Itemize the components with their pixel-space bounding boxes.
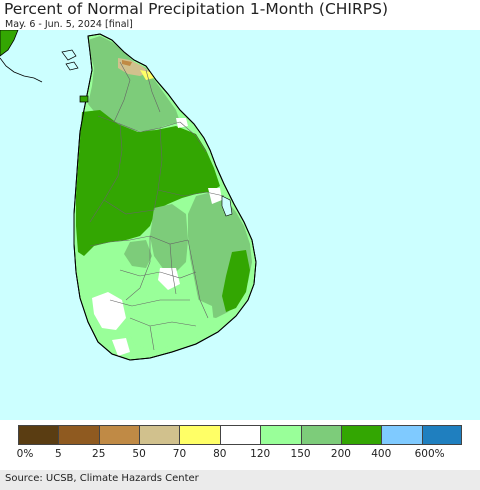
region-north <box>88 36 180 132</box>
legend-tick-label: 0% <box>16 448 34 460</box>
legend-tick-label: 25 <box>92 448 106 460</box>
legend-tick-label: 120 <box>250 448 271 460</box>
legend-swatch <box>219 425 262 445</box>
legend-swatch <box>179 425 221 445</box>
precipitation-map <box>0 30 480 420</box>
region-central-2 <box>124 240 152 268</box>
lagoon-east <box>221 195 233 217</box>
legend-swatch <box>381 425 423 445</box>
legend-tick-label: 80 <box>213 448 227 460</box>
region-south <box>126 292 214 350</box>
region-central <box>150 204 188 272</box>
legend-swatch <box>260 425 302 445</box>
legend-swatch <box>98 425 141 445</box>
legend-tick-label: 200 <box>330 448 351 460</box>
legend-tick-label: 600% <box>414 448 445 460</box>
footer: Source: UCSB, Climate Hazards Center <box>0 470 480 490</box>
island-2 <box>65 61 79 71</box>
legend-swatch <box>58 425 100 445</box>
legend-tick-label: 70 <box>172 448 187 460</box>
legend-swatch <box>421 425 462 445</box>
source-credit: Source: UCSB, Climate Hazards Center <box>5 473 199 484</box>
map-title: Percent of Normal Precipitation 1-Month … <box>4 0 388 18</box>
region-normal-ne <box>176 118 188 128</box>
district-boundaries <box>89 61 225 351</box>
legend-swatch <box>340 425 383 445</box>
india-coast <box>0 30 19 57</box>
legend-ticks: 0% 5 25 50 70 80 120 150 200 400 600% <box>0 448 480 462</box>
legend-swatch <box>18 425 60 445</box>
region-north-brown <box>122 60 132 66</box>
color-legend <box>18 425 462 445</box>
region-normal-n <box>208 188 222 204</box>
map-subtitle: May. 6 - Jun. 5, 2024 [final] <box>5 19 133 30</box>
legend-tick-label: 50 <box>132 448 146 460</box>
legend-tick-label: 150 <box>290 448 311 460</box>
sri-lanka-coastline <box>73 33 257 361</box>
island-3 <box>79 95 89 103</box>
region-normal-sw <box>92 292 126 330</box>
region-normal-s <box>112 338 130 356</box>
legend-tick-label: 5 <box>55 448 62 460</box>
island-1 <box>61 49 77 61</box>
india-coast-edge <box>0 57 43 83</box>
legend-swatch <box>300 425 342 445</box>
region-wet-dark <box>76 110 220 256</box>
legend-tick-label: 400 <box>371 448 392 460</box>
legend-swatch <box>139 425 181 445</box>
region-north-yellow <box>140 70 154 80</box>
region-east-dark <box>222 250 250 312</box>
